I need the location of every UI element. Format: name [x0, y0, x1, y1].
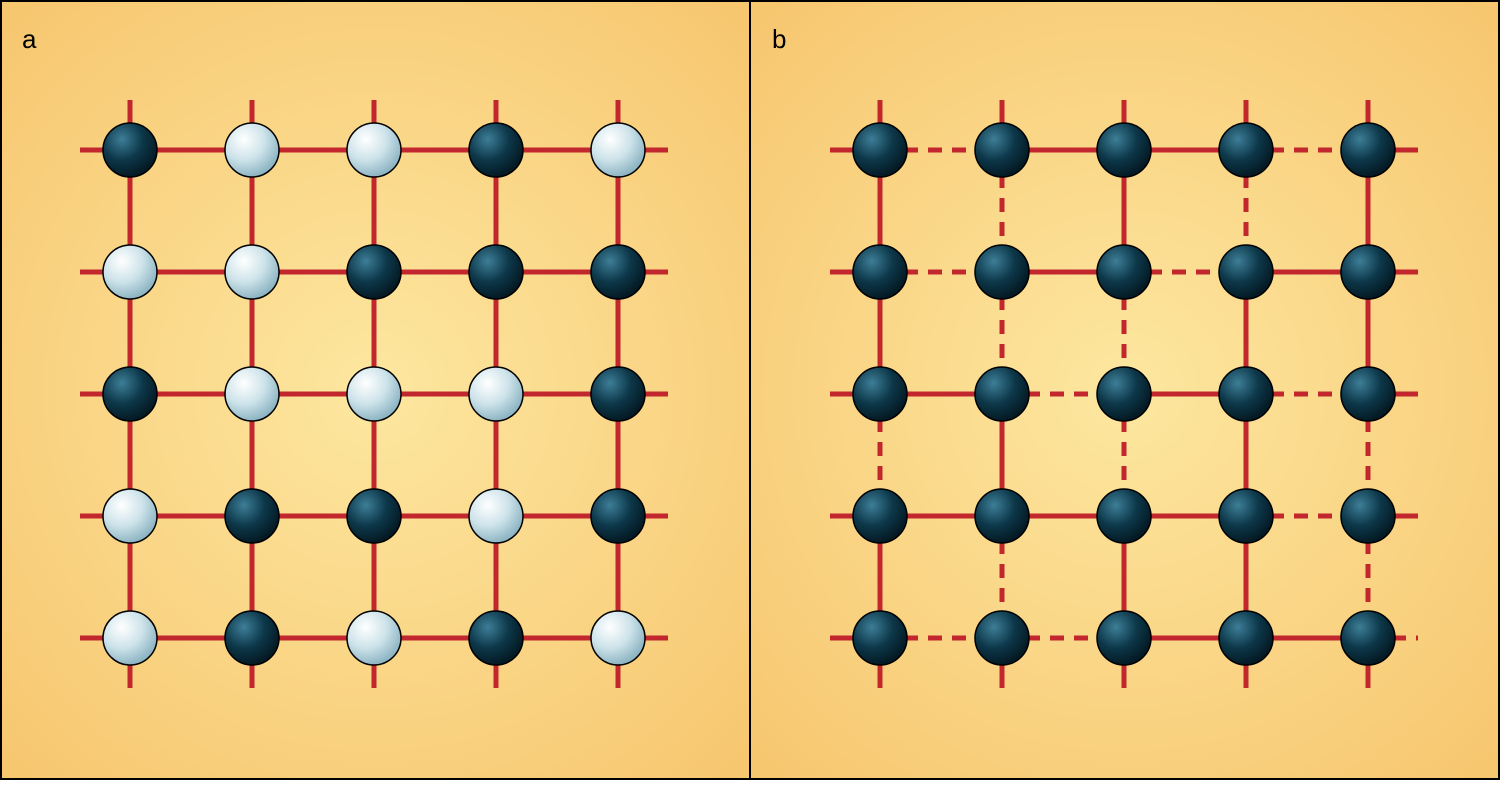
- lattice-node-dark: [1097, 489, 1151, 543]
- lattice-node-light: [225, 123, 279, 177]
- lattice-node-light: [103, 611, 157, 665]
- lattice-node-dark: [1097, 245, 1151, 299]
- lattice-node-dark: [853, 489, 907, 543]
- lattice-node-dark: [103, 367, 157, 421]
- lattice-node-dark: [975, 367, 1029, 421]
- lattice-node-dark: [225, 489, 279, 543]
- lattice-node-dark: [975, 489, 1029, 543]
- lattice-node-dark: [853, 245, 907, 299]
- lattice-node-light: [347, 123, 401, 177]
- lattice-node-light: [347, 611, 401, 665]
- lattice-node-dark: [1219, 489, 1273, 543]
- lattice-node-light: [469, 367, 523, 421]
- lattice-node-light: [591, 123, 645, 177]
- lattice-node-light: [225, 367, 279, 421]
- lattice-node-dark: [975, 123, 1029, 177]
- lattice-node-light: [103, 489, 157, 543]
- lattice-node-dark: [1341, 245, 1395, 299]
- lattice-node-dark: [103, 123, 157, 177]
- lattice-node-dark: [469, 245, 523, 299]
- lattice-node-dark: [469, 123, 523, 177]
- panel-label-a: a: [22, 24, 37, 54]
- lattice-node-dark: [225, 611, 279, 665]
- lattice-node-light: [469, 489, 523, 543]
- lattice-node-dark: [591, 245, 645, 299]
- lattice-node-dark: [347, 245, 401, 299]
- lattice-node-dark: [347, 489, 401, 543]
- panel-label-b: b: [772, 24, 786, 54]
- lattice-node-dark: [1097, 367, 1151, 421]
- lattice-node-dark: [1097, 611, 1151, 665]
- lattice-node-light: [225, 245, 279, 299]
- lattice-node-dark: [1219, 367, 1273, 421]
- lattice-node-light: [591, 611, 645, 665]
- lattice-node-dark: [975, 245, 1029, 299]
- lattice-node-dark: [1341, 611, 1395, 665]
- lattice-node-dark: [591, 367, 645, 421]
- lattice-node-dark: [591, 489, 645, 543]
- lattice-node-dark: [975, 611, 1029, 665]
- lattice-node-light: [103, 245, 157, 299]
- lattice-node-dark: [1219, 245, 1273, 299]
- lattice-node-dark: [1097, 123, 1151, 177]
- lattice-node-dark: [469, 611, 523, 665]
- figure-svg: ab: [0, 0, 1500, 780]
- lattice-node-dark: [1341, 123, 1395, 177]
- lattice-node-light: [347, 367, 401, 421]
- figure-container: ab: [0, 0, 1500, 780]
- lattice-node-dark: [1341, 489, 1395, 543]
- lattice-node-dark: [853, 611, 907, 665]
- lattice-node-dark: [1219, 611, 1273, 665]
- lattice-node-dark: [1219, 123, 1273, 177]
- lattice-node-dark: [853, 367, 907, 421]
- lattice-node-dark: [853, 123, 907, 177]
- lattice-node-dark: [1341, 367, 1395, 421]
